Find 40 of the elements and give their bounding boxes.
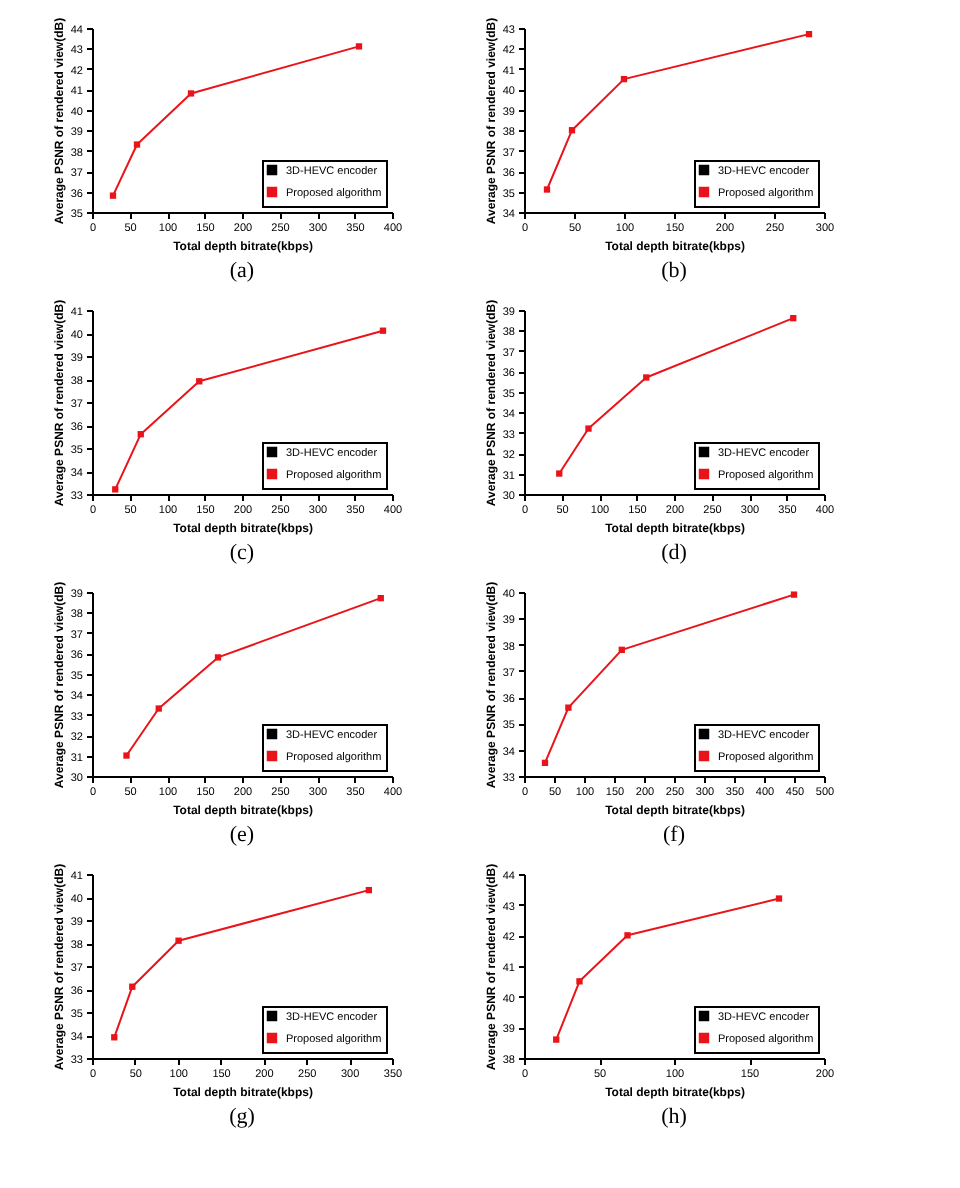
point (620, 75, 628, 83)
point (805, 30, 813, 38)
point (175, 937, 182, 944)
text: (a) (229, 259, 255, 283)
point (618, 646, 625, 653)
point (196, 378, 203, 385)
point (187, 90, 195, 97)
point (355, 43, 363, 50)
point (111, 1034, 118, 1041)
point (585, 425, 592, 432)
text: (f) (663, 823, 686, 847)
point (137, 431, 144, 438)
text: (d) (661, 541, 688, 565)
text: (g) (229, 1105, 256, 1129)
point (643, 374, 650, 381)
point (624, 932, 631, 939)
point (123, 752, 130, 759)
point (790, 591, 798, 598)
point (214, 654, 222, 661)
point (790, 315, 797, 322)
point (568, 127, 576, 134)
point (155, 705, 162, 712)
text: (h) (661, 1105, 688, 1129)
point (112, 486, 119, 493)
point (553, 1036, 560, 1043)
point (775, 895, 783, 902)
point (365, 886, 373, 894)
point (129, 983, 136, 990)
point (541, 759, 549, 767)
text: (b) (661, 259, 688, 283)
point (565, 704, 572, 711)
point (379, 327, 387, 334)
point (556, 470, 563, 477)
point (543, 186, 551, 193)
point (109, 192, 117, 199)
point (377, 594, 384, 602)
point (576, 978, 583, 985)
point (133, 141, 141, 148)
text: (e) (229, 823, 255, 847)
text: (c) (229, 541, 255, 565)
